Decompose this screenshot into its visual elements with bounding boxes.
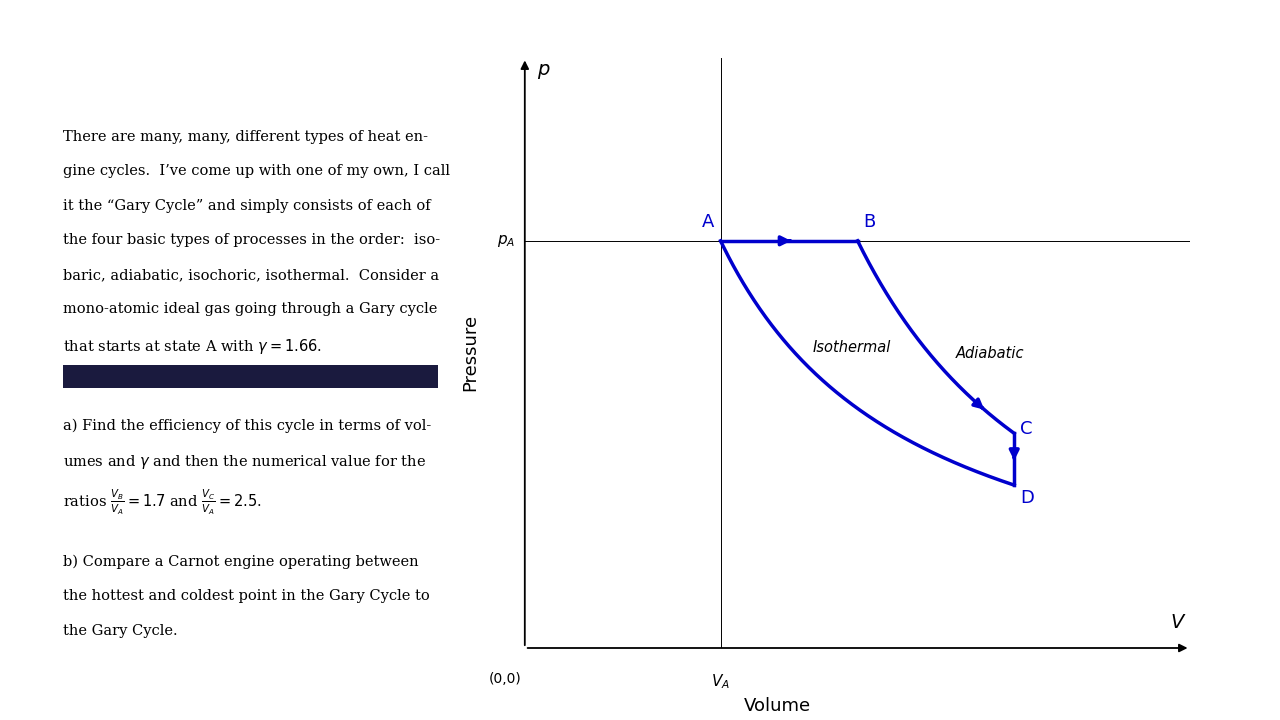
Text: Isothermal: Isothermal (813, 340, 891, 355)
Text: There are many, many, different types of heat en-: There are many, many, different types of… (63, 130, 429, 143)
Text: C: C (1020, 420, 1033, 438)
Text: umes and $\gamma$ and then the numerical value for the: umes and $\gamma$ and then the numerical… (63, 453, 426, 471)
Text: A: A (703, 212, 714, 230)
Text: a) Find the efficiency of this cycle in terms of vol-: a) Find the efficiency of this cycle in … (63, 418, 431, 433)
Text: gine cycles.  I’ve come up with one of my own, I call: gine cycles. I’ve come up with one of my… (63, 164, 451, 178)
Text: Adiabatic: Adiabatic (955, 346, 1024, 361)
Text: D: D (1020, 489, 1034, 507)
Text: $V$: $V$ (1170, 613, 1187, 631)
Text: Volume: Volume (744, 697, 812, 715)
Text: b) Compare a Carnot engine operating between: b) Compare a Carnot engine operating bet… (63, 554, 419, 569)
Text: the hottest and coldest point in the Gary Cycle to: the hottest and coldest point in the Gar… (63, 589, 430, 603)
Text: it the “Gary Cycle” and simply consists of each of: it the “Gary Cycle” and simply consists … (63, 199, 431, 212)
Text: Pressure: Pressure (461, 314, 479, 392)
Text: $p$: $p$ (536, 62, 550, 81)
Text: mono-atomic ideal gas going through a Gary cycle: mono-atomic ideal gas going through a Ga… (63, 302, 438, 316)
Text: (0,0): (0,0) (489, 672, 521, 686)
Text: ratios $\frac{V_B}{V_A} = 1.7$ and $\frac{V_C}{V_A} = 2.5$.: ratios $\frac{V_B}{V_A} = 1.7$ and $\fra… (63, 487, 262, 516)
Text: $p_A$: $p_A$ (497, 233, 515, 249)
Text: the Gary Cycle.: the Gary Cycle. (63, 624, 178, 637)
Text: B: B (864, 212, 876, 230)
Text: the four basic types of processes in the order:  iso-: the four basic types of processes in the… (63, 233, 440, 247)
FancyBboxPatch shape (63, 365, 438, 388)
Text: that starts at state A with $\gamma = 1.66$.: that starts at state A with $\gamma = 1.… (63, 337, 323, 356)
Text: $V_A$: $V_A$ (712, 672, 730, 691)
Text: baric, adiabatic, isochoric, isothermal.  Consider a: baric, adiabatic, isochoric, isothermal.… (63, 268, 439, 282)
